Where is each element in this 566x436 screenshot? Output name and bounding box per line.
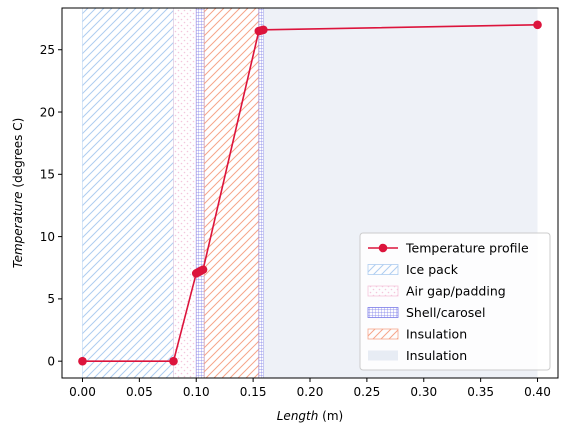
x-tick-label: 0.00 <box>69 385 96 399</box>
data-point <box>78 356 87 366</box>
x-tick-label: 0.40 <box>524 385 551 399</box>
x-axis-label-unit: (m) <box>318 409 343 423</box>
y-tick-label: 20 <box>40 105 55 119</box>
region-4 <box>258 8 264 378</box>
legend-label: Temperature profile <box>405 241 529 256</box>
legend-label: Shell/carosel <box>406 305 485 320</box>
y-tick-label: 25 <box>40 43 55 57</box>
y-tick-label: 0 <box>47 354 55 368</box>
y-axis-label: Temperature (degrees C) <box>11 118 25 269</box>
x-tick-label: 0.30 <box>410 385 437 399</box>
x-axis-label-main: Length <box>277 409 319 423</box>
legend-patch-swatch <box>367 285 399 297</box>
legend-patch-swatch <box>368 350 398 361</box>
x-tick-label: 0.15 <box>240 385 267 399</box>
x-tick-label: 0.20 <box>297 385 324 399</box>
y-tick-label: 10 <box>40 230 55 244</box>
region-1 <box>173 8 197 378</box>
legend-patch-swatch <box>367 328 399 340</box>
data-point <box>198 265 208 274</box>
region-0 <box>82 8 174 378</box>
data-point <box>259 25 268 35</box>
legend-label: Air gap/padding <box>406 284 506 299</box>
y-axis-label-main: Temperature <box>11 191 25 268</box>
region-2 <box>195 8 205 378</box>
legend-patch-swatch <box>367 307 399 318</box>
y-tick-label: 15 <box>40 168 55 182</box>
legend-marker-swatch <box>378 243 388 253</box>
x-tick-label: 0.25 <box>354 385 381 399</box>
y-tick-label: 5 <box>47 292 55 306</box>
x-tick-label: 0.35 <box>467 385 494 399</box>
y-axis: 0 5 10 15 20 25 <box>40 43 62 368</box>
legend-patch-swatch <box>367 264 399 275</box>
x-tick-label: 0.10 <box>183 385 210 399</box>
legend-label: Ice pack <box>406 262 459 277</box>
x-tick-label: 0.05 <box>126 385 153 399</box>
series-layer <box>78 20 542 366</box>
legend-label: Insulation <box>406 348 467 363</box>
legend: Temperature profile Ice pack Air gap/paddi… <box>359 232 551 371</box>
y-axis-label-unit: (degrees C) <box>11 118 25 192</box>
data-point <box>169 356 178 366</box>
x-axis: 0.00 0.05 0.10 0.15 0.20 0.25 0.30 0.35 0.40 <box>69 378 551 399</box>
data-point <box>533 20 542 30</box>
legend-frame <box>359 232 551 371</box>
legend-label: Insulation <box>406 327 467 342</box>
x-axis-label: Length (m) <box>277 409 343 423</box>
